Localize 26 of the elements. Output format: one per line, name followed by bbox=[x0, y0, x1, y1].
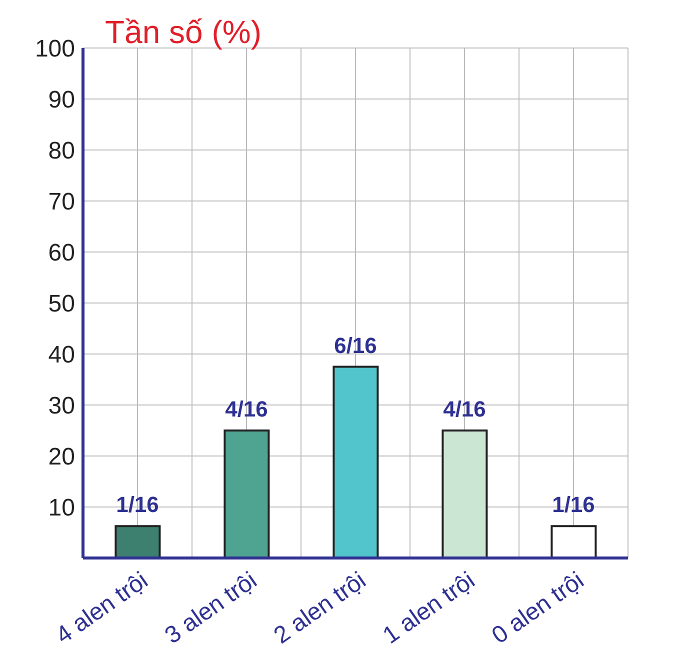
x-tick-label: 0 alen trội bbox=[487, 566, 589, 650]
y-tick-label: 20 bbox=[48, 444, 75, 471]
y-tick-label: 10 bbox=[48, 494, 75, 522]
bar bbox=[114, 525, 161, 558]
y-tick-label: 80 bbox=[48, 138, 75, 165]
y-tick-label: 30 bbox=[48, 392, 75, 420]
bar bbox=[224, 430, 270, 558]
x-tick-label: 1 alen trội bbox=[378, 566, 480, 650]
annotation: 6/16 bbox=[334, 332, 377, 358]
annotation: 4/16 bbox=[225, 396, 268, 422]
x-tick-label: 4 alen trội bbox=[51, 566, 153, 650]
bar bbox=[550, 525, 597, 558]
y-tick-label: 40 bbox=[48, 342, 75, 369]
annotation: 1/16 bbox=[116, 492, 159, 518]
bar bbox=[332, 366, 379, 558]
y-tick-label: 50 bbox=[48, 290, 75, 318]
annotation: 4/16 bbox=[443, 396, 486, 422]
annotation: 1/16 bbox=[552, 492, 595, 518]
x-tick-label: 3 alen trội bbox=[160, 566, 262, 650]
y-tick-label: 90 bbox=[48, 86, 75, 114]
y-tick-label: 60 bbox=[48, 240, 75, 267]
x-tick-label: 2 alen trội bbox=[269, 566, 371, 650]
y-tick-label: 100 bbox=[34, 36, 75, 63]
y-tick-label: 70 bbox=[48, 188, 75, 216]
bar bbox=[442, 430, 488, 558]
chart-title: Tần số (%) bbox=[105, 14, 262, 51]
